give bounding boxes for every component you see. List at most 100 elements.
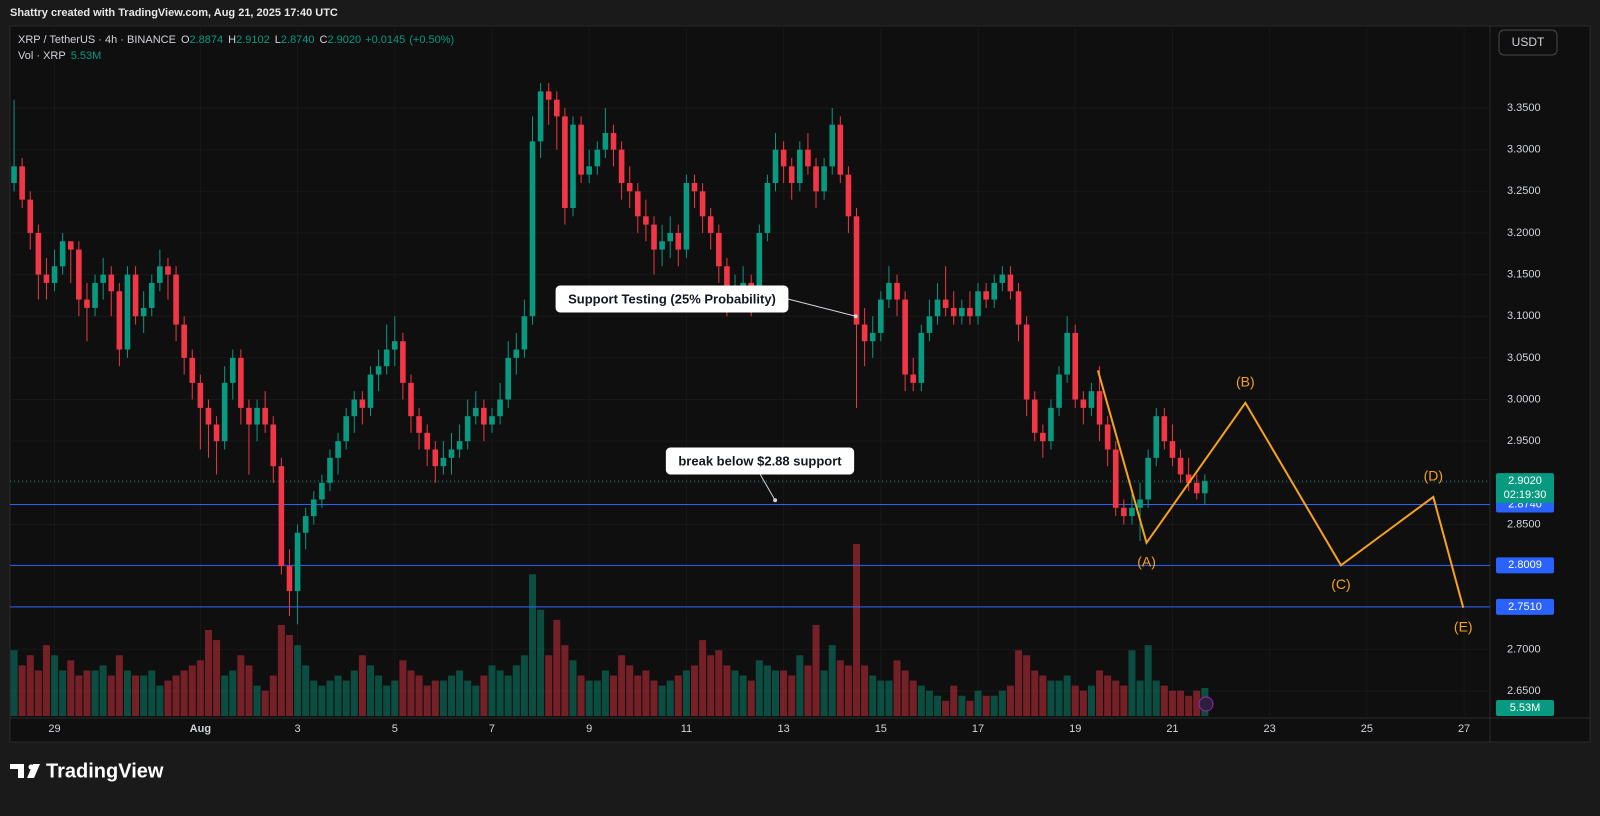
volume-bar xyxy=(642,670,650,716)
volume-bar xyxy=(577,675,585,716)
candle-body xyxy=(1080,399,1087,408)
volume-value: 5.53M xyxy=(71,50,102,62)
candle-body xyxy=(610,133,617,150)
candle-body xyxy=(367,374,374,408)
volume-bar xyxy=(893,660,901,716)
volume-bar xyxy=(1031,670,1039,716)
candle-body xyxy=(456,441,463,450)
volume-bar xyxy=(164,680,172,716)
y-tick-label: 3.1000 xyxy=(1507,310,1541,322)
logo-dot xyxy=(28,764,34,770)
candle-body xyxy=(1112,449,1119,508)
candle-body xyxy=(683,182,690,250)
volume-bar xyxy=(682,670,690,716)
volume-bar xyxy=(836,660,844,716)
candle-body xyxy=(132,274,139,317)
volume-bar xyxy=(423,685,431,716)
volume-bar xyxy=(132,675,140,716)
volume-bar xyxy=(796,655,804,716)
x-tick-label: 27 xyxy=(1458,723,1470,735)
candle-body xyxy=(1145,457,1151,500)
candle-body xyxy=(262,407,268,425)
candle-body xyxy=(173,274,179,325)
volume-bar xyxy=(520,655,528,716)
volume-bar xyxy=(99,665,107,716)
candle-body xyxy=(967,307,973,317)
candle-body xyxy=(43,274,50,283)
volume-bar xyxy=(601,670,609,716)
candle-body xyxy=(472,407,479,417)
volume-bar xyxy=(115,655,123,716)
candle-body xyxy=(148,282,155,308)
pattern-label: (E) xyxy=(1454,618,1473,634)
volume-bar xyxy=(1136,680,1144,716)
volume-bar xyxy=(269,675,277,716)
volume-bar xyxy=(326,680,334,716)
candle-body xyxy=(975,291,981,317)
symbol-line: XRP / TetherUS · 4h · BINANCE O2.8874 H2.9… xyxy=(18,34,454,46)
volume-bar xyxy=(1168,690,1176,716)
volume-bar xyxy=(375,675,383,716)
candle-body xyxy=(1129,507,1135,517)
volume-bar xyxy=(447,675,455,716)
candle-body xyxy=(878,299,884,333)
candle-body xyxy=(67,241,74,250)
volume-bar xyxy=(747,680,755,716)
candle-body xyxy=(310,499,317,517)
volume-bar xyxy=(626,665,634,716)
candle-body xyxy=(578,124,584,175)
volume-bar xyxy=(26,655,34,716)
candle-body xyxy=(959,307,965,317)
y-tick-label: 2.9500 xyxy=(1507,435,1541,447)
volume-bar xyxy=(237,655,245,716)
volume-bar xyxy=(691,665,699,716)
volume-bar xyxy=(699,640,707,716)
volume-bar xyxy=(229,670,237,716)
x-tick-label: 23 xyxy=(1264,723,1276,735)
candle-body xyxy=(675,232,682,250)
currency-button[interactable] xyxy=(1498,29,1558,56)
candle-body xyxy=(359,399,366,408)
candle-body xyxy=(570,124,576,208)
volume-title: Vol · XRP xyxy=(18,50,66,62)
x-tick-label: 17 xyxy=(972,723,984,735)
x-tick-label: 21 xyxy=(1166,723,1178,735)
candle-body xyxy=(1007,274,1014,292)
candle-body xyxy=(278,466,285,567)
legend-header: XRP / TetherUS · 4h · BINANCE O2.8874 H2.9… xyxy=(18,34,454,62)
volume-bar xyxy=(302,665,310,716)
pattern-label: (D) xyxy=(1424,468,1443,484)
volume-bar xyxy=(18,665,26,716)
candle-body xyxy=(213,424,220,442)
candle-body xyxy=(229,357,236,383)
candle-body xyxy=(553,99,560,117)
pattern-label: (C) xyxy=(1331,576,1350,592)
brand: TradingView xyxy=(46,760,164,782)
volume-bar xyxy=(1087,685,1095,716)
volume-bar xyxy=(204,629,212,716)
volume-bar xyxy=(925,690,933,716)
volume-bar xyxy=(723,665,731,716)
candle-body xyxy=(254,407,260,425)
volume-bar xyxy=(91,670,99,716)
candle-body xyxy=(302,516,309,533)
candle-body xyxy=(1104,424,1111,450)
candle-body xyxy=(651,224,657,250)
candle-body xyxy=(926,316,933,333)
volume-bar xyxy=(731,670,739,716)
x-tick-label: 29 xyxy=(48,723,60,735)
candle-body xyxy=(157,266,163,283)
pattern-line xyxy=(1096,370,1465,608)
candle-body xyxy=(999,274,1006,283)
volume-bar xyxy=(788,675,796,716)
alert-icon[interactable] xyxy=(1198,696,1214,712)
currency-button-label[interactable]: USDT xyxy=(1512,35,1545,49)
volume-bar xyxy=(1039,675,1047,716)
candle-body xyxy=(1185,474,1192,483)
pattern-label: (A) xyxy=(1137,553,1156,569)
candle-body xyxy=(788,166,795,183)
volume-bar xyxy=(869,675,877,716)
candle-body xyxy=(391,341,398,350)
candle-body xyxy=(19,166,25,200)
candle-body xyxy=(424,432,430,450)
